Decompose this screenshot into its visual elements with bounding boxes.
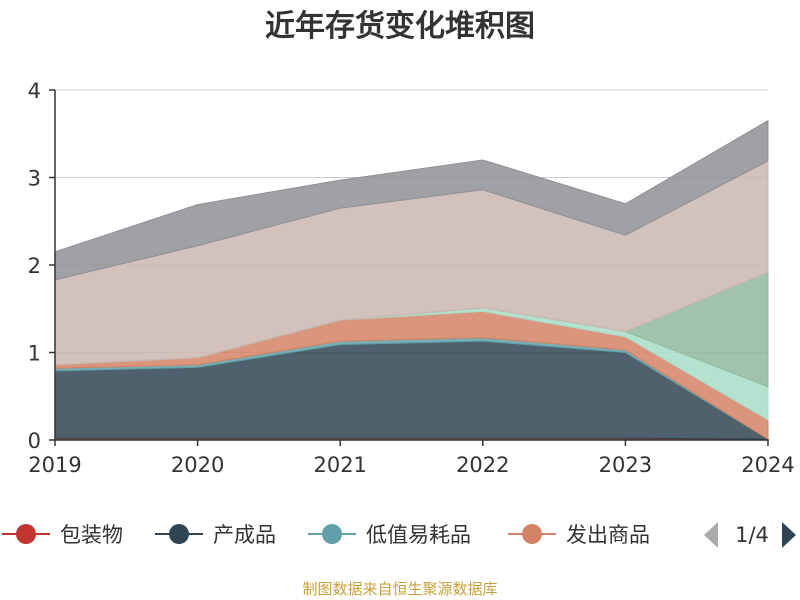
legend-item-2[interactable]: 产成品	[155, 523, 276, 547]
area-series-group	[54, 119, 770, 441]
y-tick-label: 3	[28, 167, 41, 191]
tick-labels: 0 1 2 3 4 2019 2020 2021 2022 2023 2024	[28, 79, 795, 477]
x-tick-label: 2019	[28, 453, 81, 477]
y-tick-label: 4	[28, 79, 41, 103]
y-tick-label: 0	[28, 429, 41, 453]
legend-item-3[interactable]: 低值易耗品	[308, 523, 471, 547]
x-tick-label: 2021	[313, 453, 366, 477]
y-tick-label: 1	[28, 342, 41, 366]
legend-item-4[interactable]: 发出商品	[508, 523, 650, 547]
chart-title: 近年存货变化堆积图	[265, 9, 535, 44]
axes	[49, 89, 769, 446]
legend-page-indicator: 1/4	[735, 523, 769, 547]
legend-marker-icon	[169, 524, 189, 544]
legend: 包装物 产成品 低值易耗品 发出商品	[2, 523, 650, 547]
legend-label: 低值易耗品	[366, 523, 471, 547]
x-tick-label: 2020	[171, 453, 224, 477]
legend-next-page-icon[interactable]	[782, 522, 796, 548]
x-tick-label: 2022	[456, 453, 509, 477]
legend-marker-icon	[322, 524, 342, 544]
legend-pager[interactable]: 1/4	[704, 522, 796, 548]
legend-label: 包装物	[60, 523, 123, 547]
y-tick-label: 2	[28, 254, 41, 278]
area-series-8	[54, 119, 769, 281]
legend-marker-icon	[16, 524, 36, 544]
x-tick-label: 2023	[599, 453, 652, 477]
legend-label: 产成品	[213, 523, 276, 547]
x-tick-label: 2024	[741, 453, 794, 477]
legend-label: 发出商品	[566, 523, 650, 547]
legend-prev-page-icon[interactable]	[704, 522, 718, 548]
legend-item-1[interactable]: 包装物	[2, 523, 123, 547]
data-source-footer: 制图数据来自恒生聚源数据库	[302, 580, 497, 598]
legend-marker-icon	[522, 524, 542, 544]
